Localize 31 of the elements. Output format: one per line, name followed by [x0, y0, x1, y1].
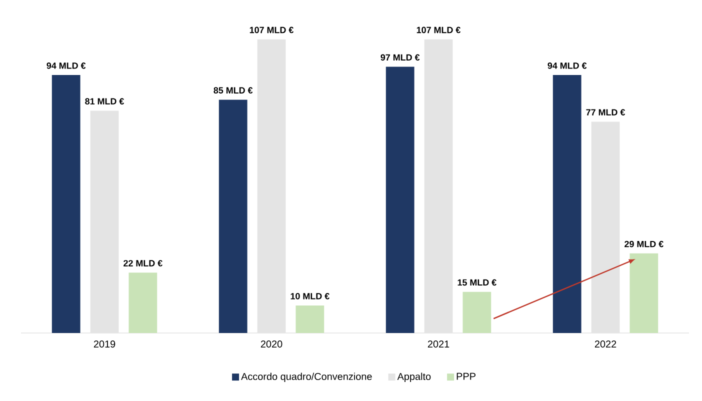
data-label: 94 MLD €: [548, 62, 587, 69]
data-label: 15 MLD €: [458, 279, 496, 286]
data-label: 107 MLD €: [250, 26, 294, 34]
legend-label: Appalto: [397, 372, 431, 382]
bar: [128, 272, 158, 333]
x-tick-label: 2022: [594, 340, 616, 348]
bar: [424, 39, 453, 333]
bar: [591, 122, 620, 333]
bar: [52, 75, 80, 333]
data-label: 10 MLD €: [290, 293, 330, 300]
bar: [296, 306, 324, 333]
legend-label: Accordo quadro/Convenzione: [241, 372, 372, 382]
data-label: 81 MLD €: [85, 98, 124, 105]
bar: [257, 39, 286, 333]
x-tick-label: 2019: [94, 340, 116, 348]
x-tick-label: 2021: [428, 340, 450, 348]
bar: [218, 100, 248, 333]
data-label: 94 MLD €: [46, 62, 86, 69]
data-label: 29 MLD €: [624, 240, 664, 248]
data-label: 85 MLD €: [214, 87, 253, 94]
bar: [552, 75, 582, 333]
bar: [386, 66, 414, 333]
data-label: 107 MLD €: [416, 26, 461, 34]
data-label: 77 MLD €: [586, 109, 626, 116]
data-label: 22 MLD €: [124, 260, 162, 266]
bar: [90, 110, 119, 333]
bar: [462, 292, 492, 333]
bar: [630, 253, 658, 333]
legend-label: PPP: [456, 372, 476, 380]
x-tick-label: 2020: [260, 340, 282, 348]
data-label: 97 MLD €: [380, 54, 420, 61]
